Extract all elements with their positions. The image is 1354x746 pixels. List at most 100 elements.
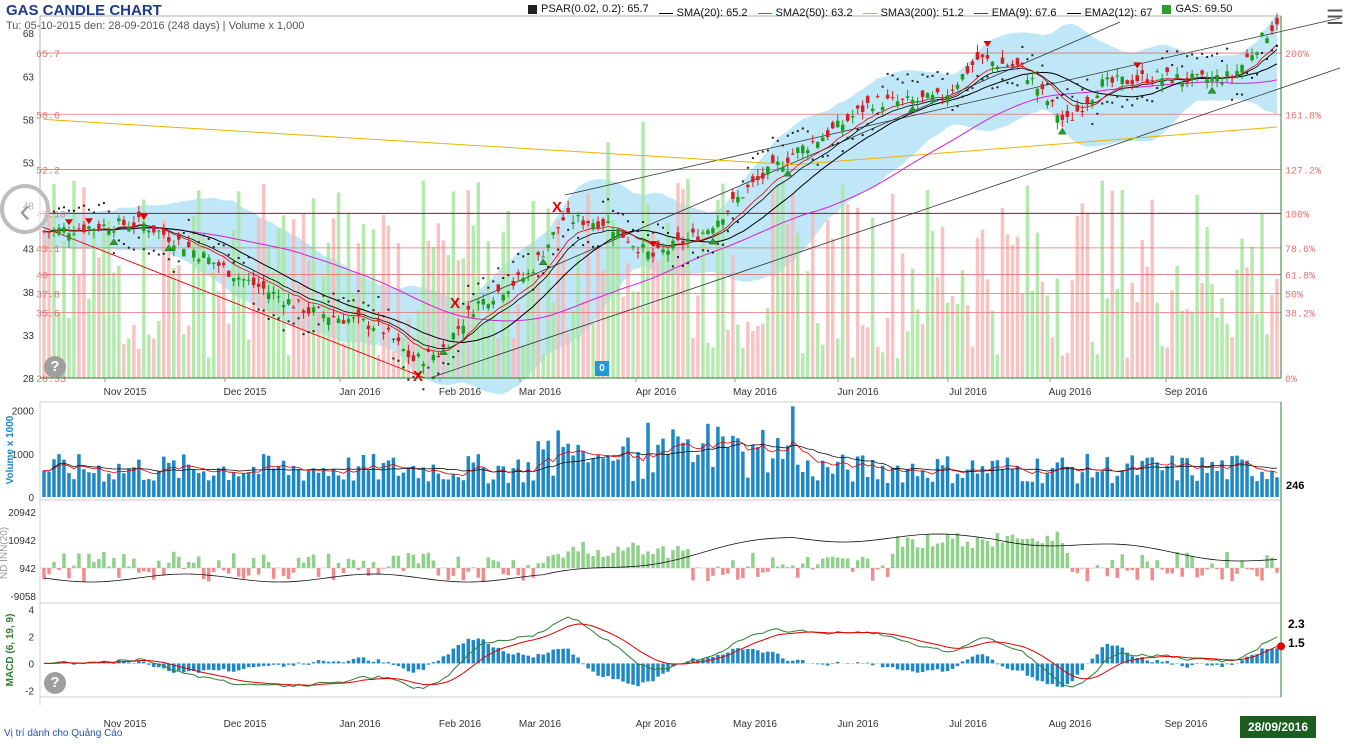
nd-bar bbox=[261, 554, 266, 568]
candle-body bbox=[711, 228, 715, 234]
nd-tick-label: 10942 bbox=[8, 536, 36, 547]
nd-bar bbox=[167, 562, 171, 568]
volume-bar bbox=[406, 468, 411, 497]
psar-dot bbox=[642, 220, 645, 223]
macd-histogram-bar bbox=[501, 651, 506, 664]
macd-histogram-bar bbox=[905, 663, 910, 671]
volume-bar bbox=[441, 479, 446, 497]
price-volume-bar bbox=[296, 284, 301, 378]
macd-histogram-bar bbox=[1230, 663, 1234, 665]
volume-bar bbox=[541, 449, 545, 497]
volume-bar bbox=[376, 479, 381, 497]
month-tick-label: Jul 2016 bbox=[949, 387, 987, 398]
volume-bar bbox=[401, 472, 406, 497]
macd-histogram-bar bbox=[511, 654, 515, 664]
macd-histogram-bar bbox=[1100, 647, 1105, 664]
candle-body bbox=[112, 231, 116, 233]
volume-bar bbox=[366, 470, 371, 497]
psar-dot bbox=[1191, 53, 1194, 56]
psar-dot bbox=[97, 203, 100, 206]
candle-body bbox=[117, 218, 121, 222]
nd-bar bbox=[1255, 568, 1259, 577]
macd-histogram-bar bbox=[1135, 658, 1139, 664]
candle-body bbox=[596, 221, 600, 229]
macd-histogram-bar bbox=[666, 663, 670, 672]
nd-bar bbox=[1070, 568, 1075, 572]
volume-bar bbox=[1180, 457, 1184, 497]
price-volume-bar bbox=[551, 302, 555, 378]
psar-dot bbox=[891, 74, 894, 77]
nd-bar bbox=[72, 565, 76, 568]
volume-bar bbox=[226, 480, 231, 497]
price-volume-bar bbox=[1195, 194, 1199, 378]
price-volume-bar bbox=[471, 225, 476, 378]
candle-body bbox=[466, 305, 471, 310]
chevron-left-icon[interactable]: ‹ bbox=[0, 184, 50, 234]
macd-histogram-bar bbox=[830, 663, 835, 665]
nd-bar bbox=[731, 560, 735, 568]
question-mark-icon[interactable]: ? bbox=[44, 356, 66, 378]
nd-bar bbox=[990, 546, 995, 568]
volume-bar bbox=[746, 477, 750, 497]
volume-bar bbox=[456, 477, 461, 497]
psar-dot bbox=[397, 359, 400, 362]
price-volume-bar bbox=[526, 248, 530, 378]
candle-body bbox=[386, 327, 391, 330]
psar-dot bbox=[72, 209, 75, 212]
nd-bar bbox=[132, 558, 136, 568]
psar-dot bbox=[1181, 65, 1184, 68]
psar-dot bbox=[102, 202, 105, 205]
nd-bar bbox=[461, 568, 466, 581]
volume-bar bbox=[167, 462, 171, 497]
volume-bar bbox=[1075, 483, 1080, 497]
volume-bar bbox=[945, 456, 950, 497]
nd-bar bbox=[576, 551, 580, 568]
price-volume-bar bbox=[696, 295, 700, 378]
candle-body bbox=[701, 232, 705, 234]
price-volume-bar bbox=[231, 230, 236, 378]
nd-bar bbox=[1005, 536, 1010, 568]
price-volume-bar bbox=[1185, 309, 1189, 378]
nd-bar bbox=[621, 550, 625, 568]
psar-dot bbox=[132, 248, 135, 251]
candle-body bbox=[201, 252, 206, 258]
macd-histogram-bar bbox=[196, 663, 201, 673]
macd-histogram-bar bbox=[147, 663, 151, 665]
macd-histogram-bar bbox=[1160, 661, 1164, 664]
candle-body bbox=[631, 246, 635, 248]
fib-right-label: 161.8% bbox=[1285, 111, 1321, 122]
candle-body bbox=[845, 114, 850, 121]
psar-dot bbox=[337, 299, 340, 302]
fib-left-label: 52.2 bbox=[36, 166, 60, 177]
macd-histogram-bar bbox=[691, 658, 695, 664]
price-volume-bar bbox=[67, 317, 71, 378]
volume-bar bbox=[766, 472, 770, 497]
volume-bar bbox=[301, 480, 306, 497]
candle-body bbox=[980, 54, 985, 58]
nd-bar bbox=[391, 555, 396, 568]
nd-bar bbox=[796, 568, 800, 578]
nd-bar bbox=[1030, 538, 1035, 568]
price-volume-bar bbox=[825, 219, 830, 378]
price-volume-bar bbox=[1030, 290, 1035, 378]
question-mark-icon[interactable]: ? bbox=[44, 672, 66, 694]
macd-histogram-bar bbox=[231, 663, 236, 672]
volume-bar bbox=[1015, 466, 1020, 497]
psar-dot bbox=[352, 299, 355, 302]
macd-histogram-bar bbox=[1270, 648, 1274, 664]
nd-bar bbox=[241, 568, 246, 579]
volume-bar bbox=[781, 458, 785, 497]
nd-bar bbox=[855, 560, 860, 568]
price-volume-bar bbox=[606, 142, 610, 378]
price-volume-bar bbox=[491, 311, 496, 378]
price-volume-bar bbox=[791, 193, 795, 378]
macd-histogram-bar bbox=[761, 652, 765, 664]
nd-bar bbox=[196, 556, 201, 568]
nd-bar bbox=[980, 539, 985, 568]
nd-bar bbox=[641, 554, 645, 568]
candle-body bbox=[1140, 70, 1144, 74]
macd-histogram-bar bbox=[1035, 663, 1040, 681]
candle-body bbox=[127, 227, 131, 232]
hamburger-menu-icon[interactable]: ☰ bbox=[1326, 7, 1344, 29]
volume-bar bbox=[870, 460, 875, 497]
